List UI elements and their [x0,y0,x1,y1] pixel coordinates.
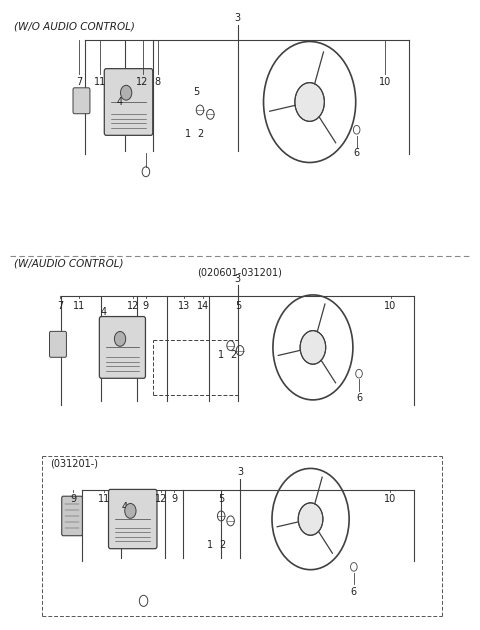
Text: 14: 14 [197,301,209,311]
Text: (W/O AUDIO CONTROL): (W/O AUDIO CONTROL) [14,21,135,32]
Text: 10: 10 [384,301,396,311]
Text: 12: 12 [136,77,149,86]
Text: 6: 6 [351,587,357,597]
Text: 5: 5 [218,494,224,504]
FancyBboxPatch shape [73,88,90,114]
Text: 11: 11 [97,494,110,504]
Text: 12: 12 [127,301,139,311]
Text: 1: 1 [185,129,192,139]
Text: 2: 2 [197,129,203,139]
Text: 4: 4 [117,97,123,107]
Text: 5: 5 [236,301,242,311]
Text: 11: 11 [73,301,85,311]
Text: 2: 2 [219,541,225,550]
Text: 4: 4 [100,307,107,317]
Text: 9: 9 [70,494,76,504]
Circle shape [295,83,324,122]
Text: 3: 3 [235,13,240,23]
Text: 9: 9 [171,494,177,504]
Text: 10: 10 [379,77,391,86]
Text: 10: 10 [384,494,396,504]
Text: 5: 5 [193,86,199,96]
FancyBboxPatch shape [49,331,66,357]
Text: 11: 11 [94,77,107,86]
Text: 4: 4 [122,502,128,512]
Text: 1: 1 [218,350,224,360]
Circle shape [298,503,323,536]
Text: 1: 1 [207,541,214,550]
Text: 9: 9 [143,301,149,311]
Text: 3: 3 [237,467,243,477]
Text: 6: 6 [354,148,360,158]
FancyBboxPatch shape [99,316,145,378]
Text: 13: 13 [179,301,191,311]
Circle shape [114,331,126,346]
Text: 2: 2 [230,350,236,360]
Circle shape [120,85,132,100]
Text: 7: 7 [76,77,82,86]
FancyBboxPatch shape [104,69,153,135]
Text: 7: 7 [57,301,63,311]
Circle shape [300,331,326,364]
Text: (W/AUDIO CONTROL): (W/AUDIO CONTROL) [14,258,124,268]
FancyBboxPatch shape [108,490,157,549]
Text: 12: 12 [155,494,167,504]
Text: (031201-): (031201-) [50,458,98,468]
Text: (020601-031201): (020601-031201) [198,268,282,277]
Circle shape [125,503,136,518]
Text: 3: 3 [235,273,240,284]
Text: 6: 6 [356,393,362,403]
Text: 8: 8 [155,77,161,86]
FancyBboxPatch shape [62,496,83,536]
